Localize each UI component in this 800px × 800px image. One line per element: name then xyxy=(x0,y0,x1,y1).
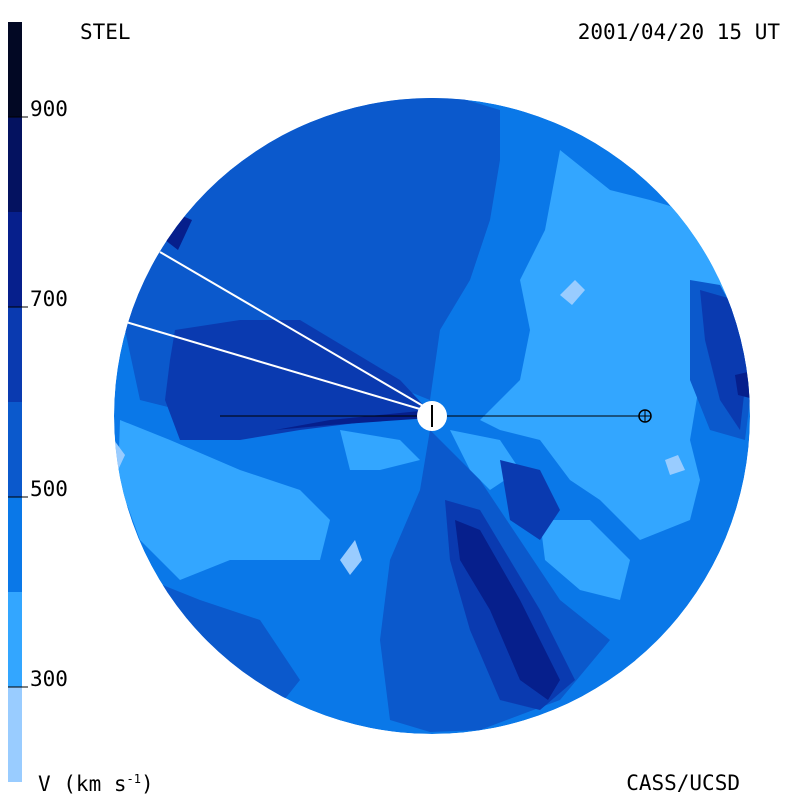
velocity-region-darkest-west-wedge xyxy=(275,410,430,430)
colorbar-tick-label-300: 300 xyxy=(30,667,68,691)
line-of-sight-lower xyxy=(125,321,431,413)
velocity-region-lightest-1 xyxy=(560,280,585,305)
velocity-region-light-south xyxy=(340,430,420,470)
velocity-region-darkest-north-edge xyxy=(165,215,192,250)
velocity-colorbar xyxy=(8,22,22,782)
colorbar-ticks: 300 500 700 900 xyxy=(8,97,68,691)
velocity-region-dark-west xyxy=(165,320,428,440)
colorbar-tick-label-900: 900 xyxy=(30,97,68,121)
colorbar-level-4 xyxy=(8,307,22,402)
colorbar-level-1 xyxy=(8,592,22,687)
colorbar-title: V (km s-1) xyxy=(38,773,154,795)
colorbar-title-end: ) xyxy=(140,772,154,796)
velocity-region-darkest-east-edge xyxy=(735,372,750,398)
velocity-region-darkest-south-band xyxy=(455,520,560,700)
colorbar-level-6 xyxy=(8,117,22,212)
colorbar-level-7 xyxy=(8,22,22,117)
velocity-region-light-southeast xyxy=(540,520,630,600)
velocity-region-dark-far-east xyxy=(700,290,748,430)
footer-credit: CASS/UCSD xyxy=(626,771,740,795)
colorbar-level-3 xyxy=(8,402,22,497)
velocity-region-lightest-3 xyxy=(114,440,125,470)
colorbar-level-5 xyxy=(8,212,22,307)
velocity-region-dark-east xyxy=(500,460,560,540)
source-label: STEL xyxy=(80,20,131,44)
colorbar-title-sup: -1 xyxy=(126,772,141,786)
velocity-region-medium-southwest xyxy=(150,580,300,705)
colorbar-level-2 xyxy=(8,497,22,592)
earth-icon xyxy=(638,409,652,423)
colorbar-tick-label-700: 700 xyxy=(30,287,68,311)
colorbar-title-base: V (km s xyxy=(38,772,127,796)
colorbar-tick-label-500: 500 xyxy=(30,477,68,501)
velocity-region-lightest-2 xyxy=(665,455,685,475)
line-of-sight-upper xyxy=(159,251,431,411)
velocity-region-lightest-4 xyxy=(340,540,362,575)
velocity-region-light-east xyxy=(480,150,745,540)
timestamp: 2001/04/20 15 UT xyxy=(577,20,780,44)
colorbar-level-0 xyxy=(8,687,22,782)
velocity-region-light-southwest xyxy=(118,420,330,580)
